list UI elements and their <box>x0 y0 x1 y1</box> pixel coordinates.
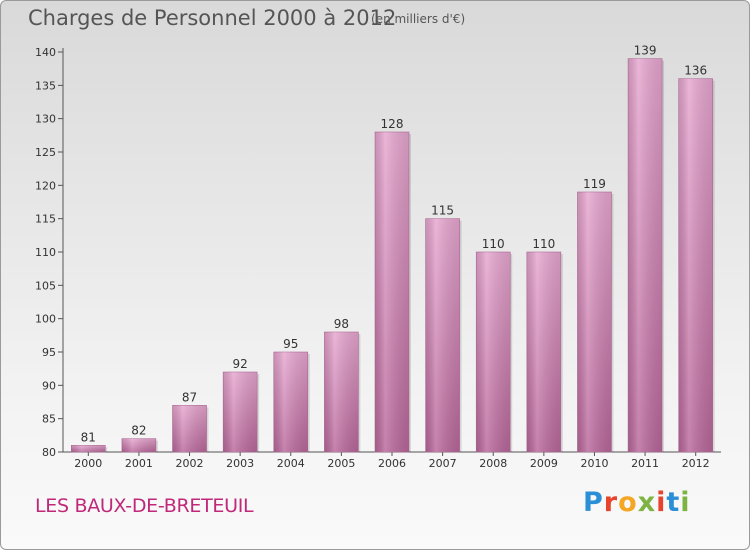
value-label: 119 <box>583 177 606 191</box>
y-tick-label: 120 <box>35 179 56 192</box>
x-tick-label: 2010 <box>580 457 608 470</box>
x-tick-label: 2009 <box>530 457 558 470</box>
x-tick-label: 2008 <box>479 457 507 470</box>
chart-title: Charges de Personnel 2000 à 2012 <box>28 6 397 30</box>
y-tick-label: 140 <box>35 46 56 59</box>
chart-subtitle: (en milliers d'€) <box>371 12 466 26</box>
bars-group <box>71 58 715 453</box>
y-tick-label: 100 <box>35 313 56 326</box>
x-tick-label: 2000 <box>74 457 102 470</box>
bar-shade <box>273 352 308 452</box>
bar-shade <box>476 252 511 452</box>
value-label: 95 <box>283 337 298 351</box>
bar-shade <box>223 372 258 452</box>
x-tick-label: 2012 <box>682 457 710 470</box>
y-tick-label: 105 <box>35 279 56 292</box>
value-label: 128 <box>381 117 404 131</box>
bar-shade <box>577 192 612 452</box>
value-label: 115 <box>431 204 454 218</box>
logo-letter: o <box>618 487 638 518</box>
x-tick-label: 2011 <box>631 457 659 470</box>
y-tick-label: 80 <box>42 446 56 459</box>
value-label: 82 <box>131 424 146 438</box>
y-tick-label: 130 <box>35 113 56 126</box>
y-tick-label: 135 <box>35 79 56 92</box>
axes-group: 80 85 90 95 100 105 110 115 120 125 130 135 140 <box>35 46 721 459</box>
x-tick-label: 2003 <box>226 457 254 470</box>
y-tick-label: 90 <box>42 379 56 392</box>
bar-shade <box>324 332 359 452</box>
x-tick-label: 2005 <box>327 457 355 470</box>
value-label: 139 <box>634 44 657 58</box>
value-label: 81 <box>81 430 96 444</box>
value-label: 110 <box>532 237 555 251</box>
y-tick-label: 95 <box>42 346 56 359</box>
value-label: 136 <box>684 64 707 78</box>
y-tick-label: 85 <box>42 413 56 426</box>
value-label: 92 <box>233 357 248 371</box>
bar-shade <box>71 445 106 452</box>
value-label: 87 <box>182 390 197 404</box>
y-tick-label: 125 <box>35 146 56 159</box>
bar-shade <box>628 58 663 453</box>
bar-shade <box>425 218 460 452</box>
logo-letter: t <box>666 487 681 518</box>
x-tick-label: 2007 <box>429 457 457 470</box>
logo-letter: r <box>603 487 619 518</box>
bar-shade <box>375 132 409 452</box>
y-tick-label: 110 <box>35 246 56 259</box>
commune-name: LES BAUX-DE-BRETEUIL <box>35 495 254 517</box>
logo-letter: P <box>583 487 604 518</box>
bar-shade <box>678 78 713 453</box>
logo-letter: x <box>637 487 657 518</box>
y-tick-label: 115 <box>35 213 56 226</box>
logo-letter: i <box>680 487 691 518</box>
value-label: 110 <box>482 237 505 251</box>
bar-shade <box>172 405 207 452</box>
logo-letter: i <box>656 487 667 518</box>
proxiti-logo: Proxiti <box>583 487 691 518</box>
x-tick-label: 2006 <box>378 457 406 470</box>
x-tick-label: 2001 <box>125 457 153 470</box>
x-tick-label: 2004 <box>277 457 305 470</box>
value-label: 98 <box>334 317 349 331</box>
bar-shade <box>526 252 561 452</box>
labels-group: 2000 81 2001 82 2002 87 2003 92 2004 95 2005 98 2006… <box>74 44 709 470</box>
bar-shade <box>121 438 156 452</box>
x-tick-label: 2002 <box>176 457 204 470</box>
